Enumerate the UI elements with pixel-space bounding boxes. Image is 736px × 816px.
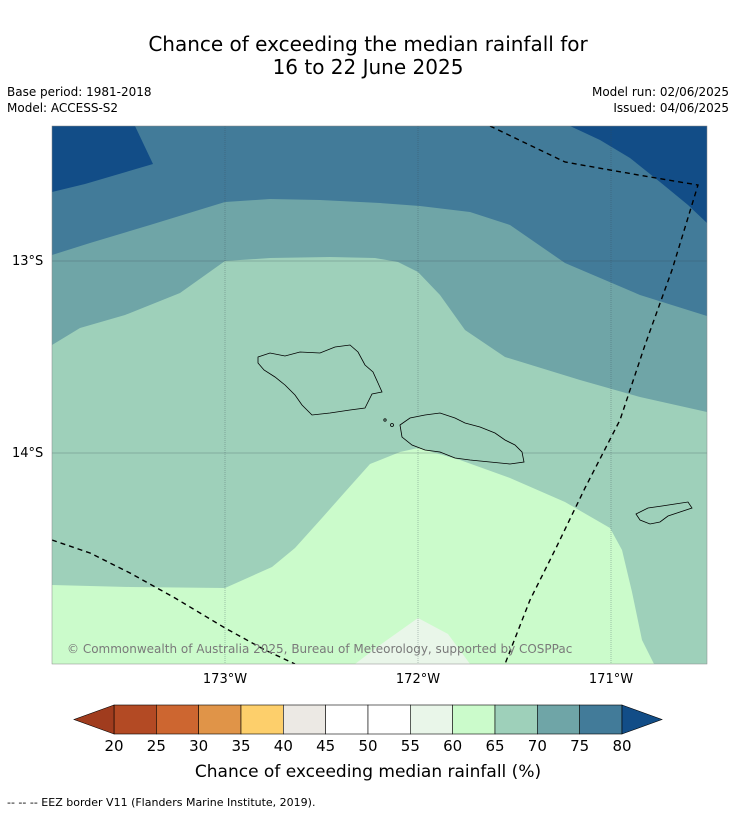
colorbar-segment: [579, 704, 623, 735]
map-frame: [51, 125, 708, 665]
colorbar-tick-label: 25: [146, 737, 166, 755]
colorbar-tick-label: 20: [104, 737, 124, 755]
colorbar-segment: [240, 704, 284, 735]
savaii-island: [257, 344, 383, 416]
colorbar-label: Chance of exceeding median rainfall (%): [194, 762, 542, 782]
band-50-55: [355, 618, 470, 664]
colorbar-segment: [283, 704, 326, 735]
band-75-80-east: [570, 126, 707, 223]
colorbar-tick-label: 55: [400, 737, 420, 755]
chart-title-line2: 16 to 22 June 2025: [272, 55, 464, 79]
colorbar-segment: [367, 704, 411, 735]
colorbar-segment: [452, 704, 496, 735]
colorbar-over-arrow: [621, 704, 663, 735]
colorbar: [73, 704, 663, 735]
lon-label-173w: 173°W: [203, 672, 247, 687]
colorbar-segment: [410, 704, 453, 735]
colorbar-tick-label: 45: [316, 737, 336, 755]
eez-footnote: -- -- -- EEZ border V11 (Flanders Marine…: [7, 796, 316, 809]
colorbar-tick-label: 35: [231, 737, 251, 755]
samoa-islands: [257, 344, 693, 525]
colorbar-segment: [537, 704, 580, 735]
model-run: Model run: 02/06/2025: [591, 85, 729, 99]
gridlines: [52, 126, 707, 664]
model-name: Model: ACCESS-S2: [7, 101, 119, 115]
upolu-island: [399, 412, 525, 465]
copyright-notice: © Commonwealth of Australia 2025, Bureau…: [67, 642, 572, 656]
colorbar-tick-label: 40: [273, 737, 293, 755]
colorbar-segment: [325, 704, 369, 735]
lat-label-13s: 13°S: [12, 254, 43, 269]
colorbar-segment: [156, 704, 199, 735]
colorbar-tick-label: 65: [485, 737, 505, 755]
colorbar-tick-label: 30: [189, 737, 209, 755]
colorbar-segment: [198, 704, 242, 735]
eez-border: [52, 126, 699, 664]
base-period: Base period: 1981-2018: [7, 85, 152, 99]
colorbar-tick-label: 50: [358, 737, 378, 755]
colorbar-tick-label: 75: [570, 737, 590, 755]
colorbar-segment: [113, 704, 157, 735]
colorbar-under-arrow: [73, 704, 115, 735]
map-area: [52, 126, 707, 664]
issued-date: Issued: 04/06/2025: [613, 101, 729, 115]
band-75-80-west: [52, 126, 153, 192]
colorbar-segment: [494, 704, 538, 735]
tutuila-island: [635, 501, 693, 525]
chart-title-line1: Chance of exceeding the median rainfall …: [148, 32, 588, 56]
colorbar-tick-label: 80: [612, 737, 632, 755]
colorbar-tick-label: 60: [443, 737, 463, 755]
band-55-60: [52, 448, 654, 664]
lat-label-14s: 14°S: [12, 446, 43, 461]
lon-label-171w: 171°W: [589, 672, 633, 687]
lon-label-172w: 172°W: [396, 672, 440, 687]
colorbar-tick-label: 70: [527, 737, 547, 755]
